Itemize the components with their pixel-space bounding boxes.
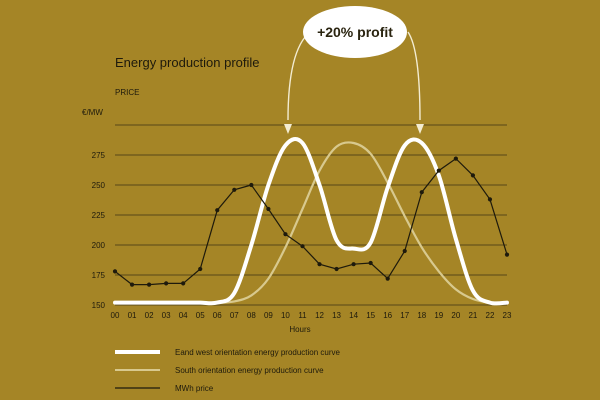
- price-point: [112, 269, 118, 274]
- price-point: [317, 262, 322, 267]
- x-axis-label: Hours: [289, 325, 310, 334]
- price-point: [487, 197, 493, 202]
- chart-title: Energy production profile: [115, 55, 260, 70]
- x-tick-label: 18: [417, 311, 426, 320]
- price-point: [129, 282, 135, 287]
- x-tick-label: 08: [247, 311, 256, 320]
- x-tick-label: 00: [111, 311, 120, 320]
- price-point: [164, 281, 169, 286]
- x-tick-label: 20: [451, 311, 460, 320]
- callout-arrowhead-left: [284, 124, 292, 134]
- y-tick-label: 225: [92, 211, 106, 220]
- price-point: [436, 168, 441, 173]
- price-point: [215, 208, 220, 213]
- x-tick-label: 19: [434, 311, 443, 320]
- x-tick-label: 11: [298, 311, 307, 320]
- y-tick-label: 150: [92, 301, 106, 310]
- x-tick-label: 01: [128, 311, 137, 320]
- callout-arrow-right: [407, 31, 421, 121]
- x-tick-label: 15: [366, 311, 375, 320]
- legend-label-south: South orientation energy production curv…: [175, 366, 324, 375]
- callout-bubble: [303, 6, 407, 58]
- chart-subtitle: PRICE: [115, 88, 139, 97]
- x-tick-label: 13: [332, 311, 341, 320]
- price-point: [504, 252, 510, 257]
- x-tick-label: 09: [264, 311, 273, 320]
- series-price-line: [114, 157, 508, 286]
- x-tick-label: 03: [162, 311, 171, 320]
- callout-arrow-left: [287, 31, 311, 121]
- price-point: [368, 260, 373, 266]
- legend-label-east-west: Eand west orientation energy production …: [175, 348, 341, 357]
- price-point: [334, 266, 339, 272]
- x-tick-label: 06: [213, 311, 222, 320]
- legend-label-price: MWh price: [175, 384, 214, 393]
- y-axis-label: €/MW: [82, 108, 103, 117]
- y-tick-label: 200: [92, 241, 106, 250]
- price-point: [266, 206, 271, 212]
- x-tick-label: 05: [196, 311, 205, 320]
- price-point: [470, 173, 476, 178]
- price-point: [146, 282, 152, 287]
- series-east-west-line: [113, 137, 509, 306]
- series-layer: [112, 137, 510, 306]
- price-point: [300, 244, 305, 249]
- x-tick-label: 14: [349, 311, 358, 320]
- price-point: [419, 190, 424, 195]
- y-tick-label: 275: [92, 151, 106, 160]
- x-tick-label: 07: [230, 311, 239, 320]
- legend: Eand west orientation energy production …: [115, 348, 341, 393]
- x-tick-labels: 00 01 02 03 04 05 06 07 08 09 10 11 12 13 14 15 16 17 18 19…: [111, 311, 512, 320]
- price-point: [198, 266, 203, 272]
- price-point: [249, 182, 254, 188]
- x-tick-label: 16: [383, 311, 392, 320]
- price-point: [453, 156, 458, 161]
- price-point: [283, 232, 288, 237]
- x-tick-label: 22: [486, 311, 495, 320]
- price-point: [181, 281, 186, 286]
- x-tick-label: 02: [145, 311, 154, 320]
- y-tick-labels: 150 175 200 225 250 275: [92, 151, 106, 310]
- callout-arrowhead-right: [416, 124, 424, 134]
- gridlines: [115, 124, 507, 306]
- x-tick-label: 17: [400, 311, 409, 320]
- x-tick-label: 04: [179, 311, 188, 320]
- x-tick-label: 12: [315, 311, 324, 320]
- x-tick-label: 10: [281, 311, 290, 320]
- y-tick-label: 175: [92, 271, 106, 280]
- x-tick-label: 21: [468, 311, 477, 320]
- callout-text: +20% profit: [317, 24, 393, 40]
- price-point: [351, 262, 356, 267]
- price-point: [232, 187, 237, 192]
- y-tick-label: 250: [92, 181, 106, 190]
- profit-callout: +20% profit: [284, 6, 424, 134]
- price-point: [385, 276, 390, 281]
- price-point: [402, 248, 407, 254]
- x-tick-label: 23: [503, 311, 512, 320]
